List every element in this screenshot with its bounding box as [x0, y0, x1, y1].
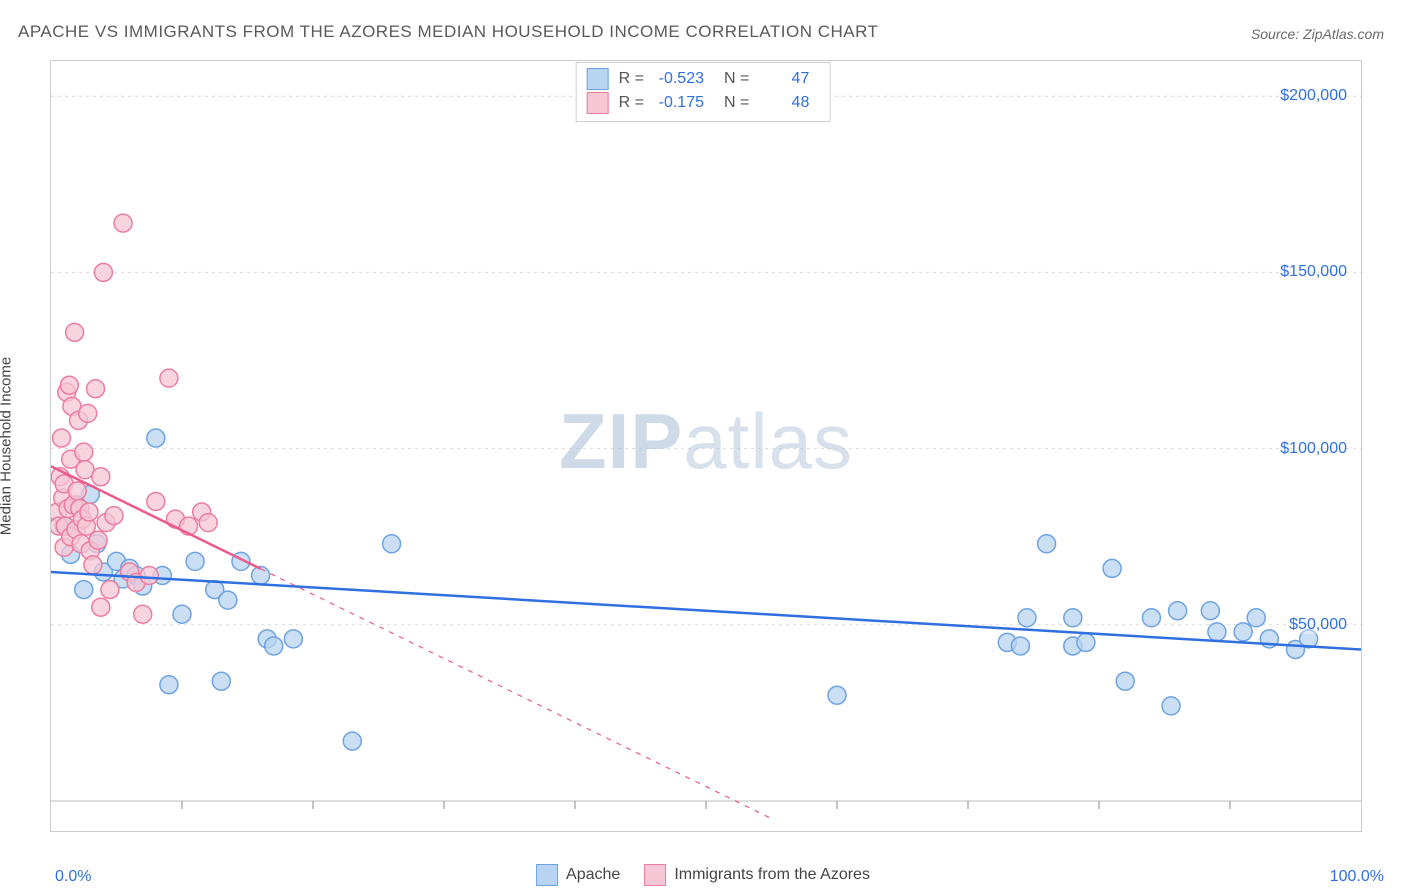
legend-swatch-azores: [644, 864, 666, 886]
stat-label-R2: R =: [619, 91, 644, 115]
chart-svg: [51, 61, 1361, 831]
chart-title: APACHE VS IMMIGRANTS FROM THE AZORES MED…: [18, 22, 878, 42]
swatch-azores: [587, 92, 609, 114]
legend-label-azores: Immigrants from the Azores: [674, 866, 870, 884]
stat-label-N: N =: [724, 67, 749, 91]
y-tick-1: $100,000: [1280, 440, 1347, 458]
legend-item-azores: Immigrants from the Azores: [644, 864, 870, 886]
stat-label-R: R =: [619, 67, 644, 91]
stat-apache-r: -0.523: [650, 67, 704, 91]
stat-azores-r: -0.175: [650, 91, 704, 115]
y-tick-0: $50,000: [1289, 616, 1347, 634]
x-axis-min: 0.0%: [55, 868, 91, 886]
y-tick-3: $200,000: [1280, 87, 1347, 105]
stats-row-azores: R = -0.175 N = 48: [587, 91, 820, 115]
stats-box: R = -0.523 N = 47 R = -0.175 N = 48: [576, 62, 831, 122]
stats-row-apache: R = -0.523 N = 47: [587, 67, 820, 91]
legend-label-apache: Apache: [566, 866, 620, 884]
y-axis-title: Median Household Income: [0, 357, 15, 535]
x-axis-max: 100.0%: [1330, 868, 1384, 886]
stat-apache-n: 47: [755, 67, 809, 91]
page: APACHE VS IMMIGRANTS FROM THE AZORES MED…: [0, 0, 1406, 892]
y-tick-2: $150,000: [1280, 263, 1347, 281]
legend-swatch-apache: [536, 864, 558, 886]
swatch-apache: [587, 68, 609, 90]
stat-label-N2: N =: [724, 91, 749, 115]
legend-item-apache: Apache: [536, 864, 620, 886]
chart-area: ZIPatlas $50,000 $100,000 $150,000 $200,…: [50, 60, 1362, 832]
source-label: Source: ZipAtlas.com: [1251, 26, 1384, 42]
legend: Apache Immigrants from the Azores: [536, 864, 870, 886]
stat-azores-n: 48: [755, 91, 809, 115]
